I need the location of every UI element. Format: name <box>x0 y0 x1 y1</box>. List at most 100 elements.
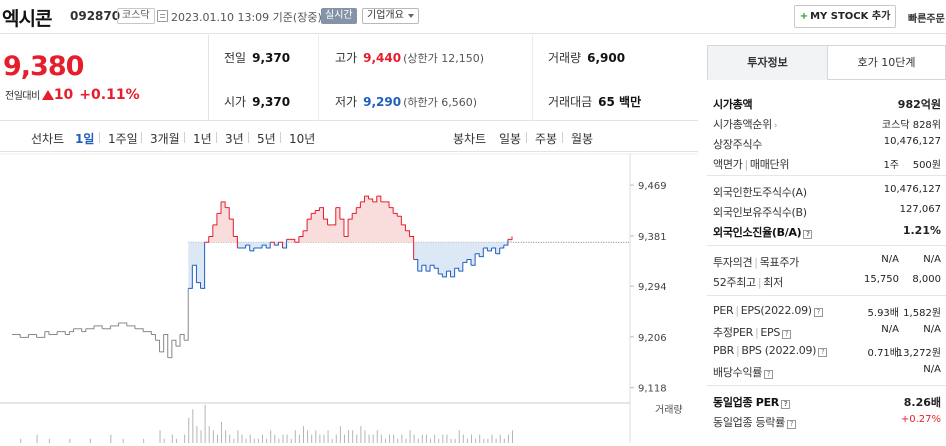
help-icon[interactable]: ? <box>786 420 796 429</box>
volume-bar <box>397 438 399 443</box>
tab-monthly-candle[interactable]: 월봉 <box>571 132 594 146</box>
chart-fill-segment <box>262 242 267 246</box>
price-line-segment <box>495 248 501 255</box>
info-row: 동일업종 PER? 8.26배 <box>707 391 946 411</box>
info-row-value-secondary: 1주 <box>883 160 899 171</box>
volume-bar <box>487 438 489 443</box>
price-line-segment <box>204 236 210 243</box>
price-line-segment <box>454 267 460 272</box>
divider <box>208 35 209 121</box>
help-icon[interactable]: ? <box>818 348 828 357</box>
help-icon[interactable]: ? <box>782 330 792 339</box>
volume-bar <box>380 434 382 443</box>
tab-10year[interactable]: 10년 <box>289 132 316 146</box>
info-label-text: PER <box>713 304 734 317</box>
volume-bar <box>192 409 194 443</box>
info-row-value-secondary: 15,750 <box>864 274 899 285</box>
price-line-segment <box>192 264 197 283</box>
volume-bar <box>282 434 284 443</box>
price-line-segment <box>184 288 189 341</box>
info-row: 52주최고 | 최저 8,000 15,750 <box>707 271 946 291</box>
price-line-segment <box>171 339 177 347</box>
divider <box>216 132 217 143</box>
help-icon[interactable]: ? <box>803 230 813 239</box>
chart-fill-segment <box>274 242 279 246</box>
chart-fill-segment <box>401 224 406 243</box>
add-mystock-button[interactable]: + MY STOCK 추가 <box>794 5 896 28</box>
price-line-segment <box>483 247 488 251</box>
info-row-label: 동일업종 등락률? <box>713 414 796 430</box>
info-row: 시가총액 982억원 <box>707 93 946 113</box>
chart-fill-segment <box>421 242 427 266</box>
info-label-text: 외국인한도주식수(A) <box>713 186 807 199</box>
tab-investment-info[interactable]: 투자정보 <box>707 45 828 80</box>
volume-bar <box>430 438 432 443</box>
volume-bar <box>196 426 198 443</box>
chart-fill-segment <box>282 242 287 248</box>
price-line-segment <box>471 253 476 266</box>
price-line-segment <box>167 340 173 359</box>
divider <box>99 132 100 143</box>
tab-5year[interactable]: 5년 <box>257 132 276 146</box>
intraday-price-chart[interactable]: 9,469 9,381 9,294 9,206 9,118 거래량 <box>0 153 698 443</box>
chart-fill-segment <box>368 198 373 243</box>
chart-fill-segment <box>454 242 460 269</box>
volume-bar <box>262 434 263 443</box>
chart-fill-segment <box>323 219 328 243</box>
price-line-segment <box>339 218 345 237</box>
price-line-segment <box>475 253 480 257</box>
chart-fill-segment <box>495 242 501 254</box>
price-line-segment <box>89 325 95 330</box>
y-tick-label: 9,381 <box>638 232 667 243</box>
price-line-segment <box>188 265 193 289</box>
low-price: 저가 9,290 (하한가 6,560) <box>335 93 477 110</box>
volume-bar <box>229 434 231 443</box>
volume-bar <box>36 434 38 443</box>
tab-3month[interactable]: 3개월 <box>150 132 180 146</box>
tab-orderbook-10[interactable]: 호가 10단계 <box>828 45 946 80</box>
volume-bar <box>122 438 124 443</box>
chart-fill-segment <box>331 224 337 243</box>
quick-order-link[interactable]: 빠른주문 <box>908 14 945 25</box>
price-line-segment <box>503 239 509 246</box>
divider <box>562 132 563 143</box>
help-icon[interactable]: ? <box>764 370 774 379</box>
volume-bar <box>319 434 321 443</box>
price-line-segment <box>466 259 472 266</box>
chart-fill-segment <box>343 236 349 243</box>
volume-bar <box>200 430 202 443</box>
price-line-segment <box>393 212 398 217</box>
price-line-segment <box>458 262 464 272</box>
tab-daily-candle[interactable]: 일봉 <box>499 132 522 146</box>
chart-grid <box>0 153 698 443</box>
open-value: 9,370 <box>252 95 291 109</box>
prev-close: 전일 9,370 <box>224 49 290 66</box>
price-line-segment <box>241 245 247 249</box>
help-icon[interactable]: ? <box>780 400 790 409</box>
tab-1day[interactable]: 1일 <box>75 132 95 146</box>
y-axis-labels: 9,469 9,381 9,294 9,206 9,118 <box>630 181 667 395</box>
volume-bar <box>507 434 509 443</box>
chart-fill-segment <box>233 236 238 243</box>
chevron-right-icon[interactable]: › <box>773 121 778 131</box>
open-price: 시가 9,370 <box>224 93 290 110</box>
help-icon[interactable]: ? <box>813 308 823 317</box>
tab-1week[interactable]: 1주일 <box>108 132 138 146</box>
price-line-segment <box>409 235 415 260</box>
tab-weekly-candle[interactable]: 주봉 <box>535 132 558 146</box>
info-row-value: N/A <box>923 364 941 375</box>
chart-fill-segment <box>360 201 365 243</box>
volume-bar <box>339 426 341 443</box>
company-overview-button[interactable]: 기업개요 <box>362 8 419 24</box>
chart-fill-segment <box>327 224 332 243</box>
info-row: 시가총액순위 › 코스닥 828위 <box>707 113 946 133</box>
y-tick-label: 9,206 <box>638 333 667 344</box>
price-line-segment <box>229 218 234 237</box>
chart-fill-segment <box>298 236 304 243</box>
price-change: 전일대비 10 +0.11% <box>5 87 140 103</box>
chart-fill-segment <box>196 242 201 283</box>
tab-3year[interactable]: 3년 <box>225 132 244 146</box>
volume-value: 6,900 <box>587 51 626 65</box>
realtime-badge[interactable]: 실시간 <box>321 8 357 24</box>
tab-1year[interactable]: 1년 <box>193 132 212 146</box>
